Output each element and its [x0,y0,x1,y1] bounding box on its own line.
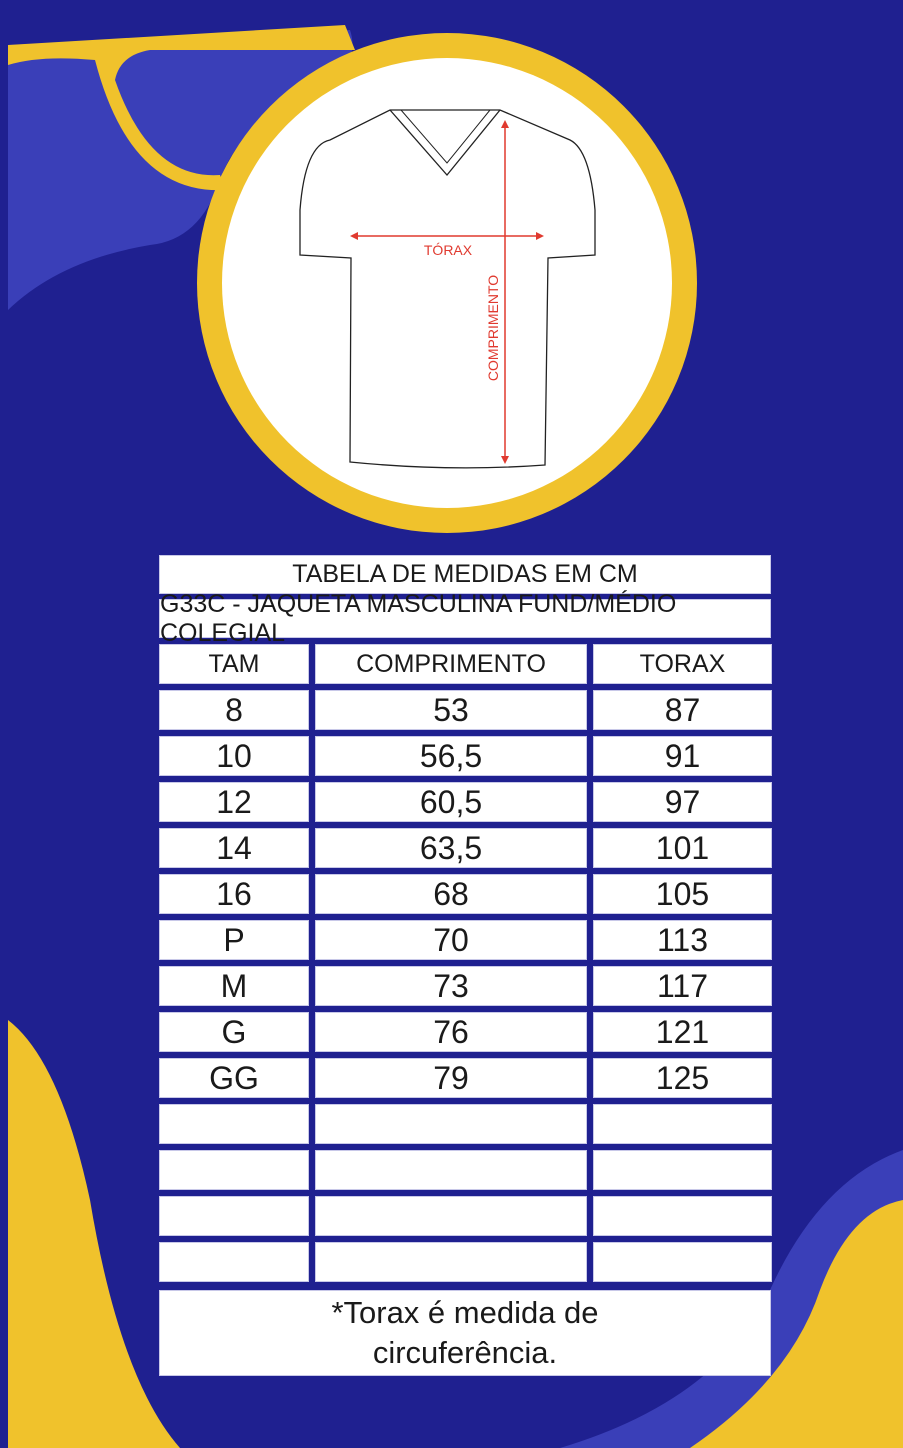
table-cell-length [315,1242,587,1282]
footnote-line-1: *Torax é medida de [331,1295,599,1330]
table-cell-size [159,1242,309,1282]
table-cell-chest: 113 [593,920,772,960]
table-cell-length [315,1196,587,1236]
table-cell-length: 56,5 [315,736,587,776]
table-cell-length: 63,5 [315,828,587,868]
header-length: COMPRIMENTO [315,644,587,684]
table-cell-chest [593,1242,772,1282]
table-cell-chest: 117 [593,966,772,1006]
table-cell-chest: 105 [593,874,772,914]
table-cell-length: 70 [315,920,587,960]
table-cell-length: 73 [315,966,587,1006]
table-cell-size: G [159,1012,309,1052]
size-table: TAM COMPRIMENTO TORAX 8 53 87 10 56,5 91 12 60,… [159,644,772,1282]
table-cell-chest [593,1196,772,1236]
table-cell-chest [593,1104,772,1144]
table-cell-chest: 87 [593,690,772,730]
table-cell-size: 16 [159,874,309,914]
table-cell-length: 68 [315,874,587,914]
table-cell-length [315,1104,587,1144]
table-cell-chest: 101 [593,828,772,868]
table-cell-size: 12 [159,782,309,822]
table-cell-length [315,1150,587,1190]
table-cell-size [159,1150,309,1190]
table-cell-length: 60,5 [315,782,587,822]
table-cell-size: 10 [159,736,309,776]
footnote-line-2: circuferência. [372,1335,558,1370]
table-cell-chest: 97 [593,782,772,822]
table-cell-size: M [159,966,309,1006]
table-cell-chest: 125 [593,1058,772,1098]
table-cell-length: 76 [315,1012,587,1052]
chest-label: TÓRAX [424,242,473,258]
length-label: COMPRIMENTO [485,275,501,381]
table-cell-size: GG [159,1058,309,1098]
table-cell-chest [593,1150,772,1190]
table-cell-length: 79 [315,1058,587,1098]
table-cell-size [159,1196,309,1236]
header-size: TAM [159,644,309,684]
product-name: G33C - JAQUETA MASCULINA FUND/MÉDIO COLE… [159,590,771,647]
table-cell-chest: 91 [593,736,772,776]
table-cell-length: 53 [315,690,587,730]
table-cell-size: 8 [159,690,309,730]
table-cell-size [159,1104,309,1144]
header-chest: TORAX [593,644,772,684]
table-cell-size: 14 [159,828,309,868]
tshirt-illustration: TÓRAX COMPRIMENTO [299,109,596,469]
table-title: TABELA DE MEDIDAS EM CM [159,555,771,594]
table-cell-size: P [159,920,309,960]
table-cell-chest: 121 [593,1012,772,1052]
footnote: *Torax é medida de circuferência. [159,1290,771,1376]
